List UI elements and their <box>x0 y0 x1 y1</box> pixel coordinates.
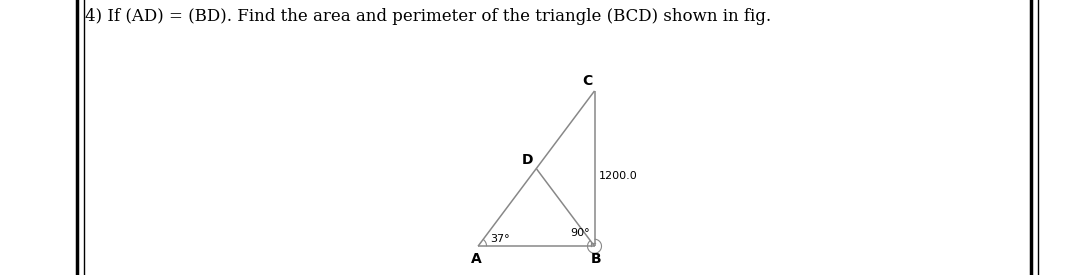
Text: C: C <box>583 74 592 88</box>
Text: D: D <box>522 153 534 167</box>
Text: 37°: 37° <box>490 234 509 244</box>
Text: A: A <box>471 252 481 266</box>
Text: 90°: 90° <box>570 228 590 238</box>
Text: 1200.0: 1200.0 <box>600 171 638 181</box>
Text: B: B <box>591 252 602 266</box>
Text: 4) If (AD) = (BD). Find the area and perimeter of the triangle (BCD) shown in fi: 4) If (AD) = (BD). Find the area and per… <box>85 8 771 25</box>
